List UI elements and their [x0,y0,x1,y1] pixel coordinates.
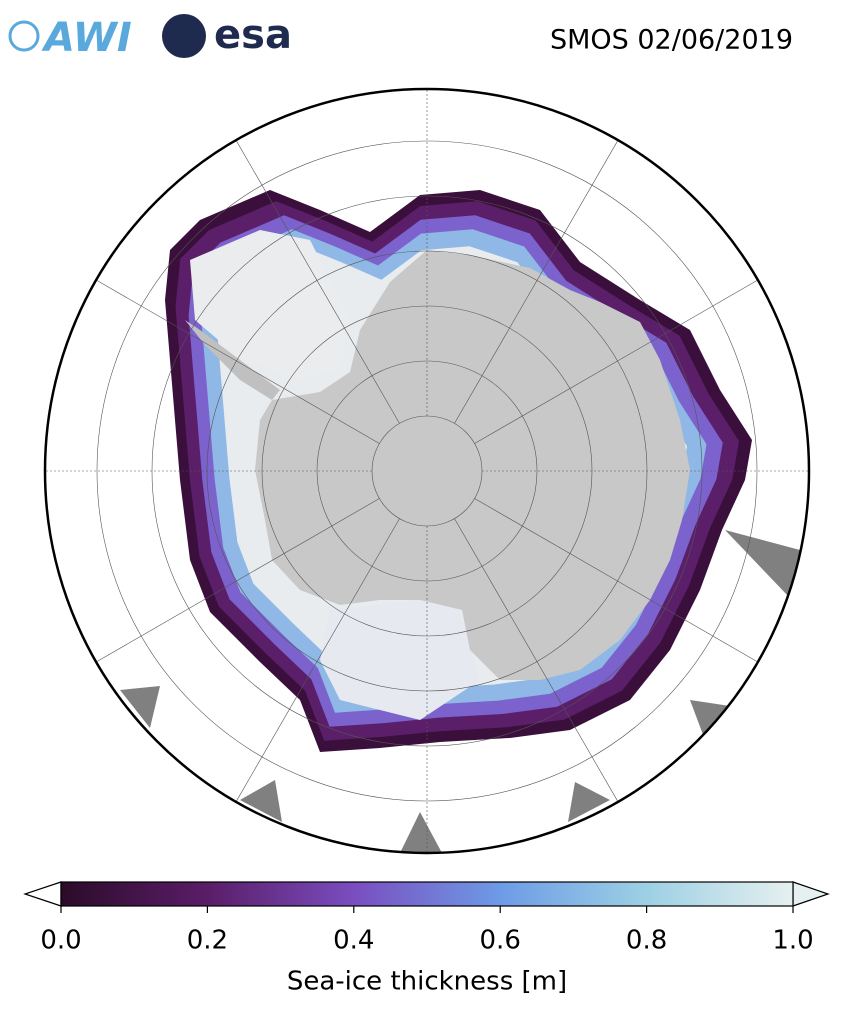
esa-logo: esa [214,12,292,58]
antarctica [255,250,690,680]
colorbar-label: Sea-ice thickness [m] [287,967,567,997]
colorbar-extend-high [792,881,830,907]
longitude-line [96,279,380,444]
land [568,782,610,822]
esa-mark [162,14,206,58]
latitude-line [96,140,758,802]
longitude-line [454,140,619,424]
colorbar-tick-label: 0.4 [333,926,374,956]
title: SMOS 02/06/2019 [550,25,793,56]
weddell-ice [190,230,350,380]
colorbar-tick-label: 0.8 [626,926,667,956]
longitude-line [96,498,380,663]
awi-globe [8,20,40,52]
peninsula [185,320,280,400]
map-border [43,87,811,855]
colorbar-tick-label: 0.6 [480,926,521,956]
awi-logo: AWI [41,15,132,61]
ross-ice [320,600,480,720]
colorbar-tick-label: 0.2 [187,926,228,956]
land [690,700,730,740]
land [725,530,800,598]
colorbar-extend-low [23,881,62,907]
latitude-line [316,360,538,582]
colorbar-tick-label: 1.0 [772,926,813,956]
longitude-line [474,498,758,663]
land [120,686,160,728]
colorbar-tick-label: 0.0 [40,926,81,956]
colorbar: Sea-ice thickness [m] 0.0 0.2 0.4 0.6 0.8 1.0 [23,881,830,997]
land [400,812,442,853]
land [240,780,282,822]
longitude-line [454,518,619,802]
longitude-line [235,140,400,424]
colorbar-ramp [60,881,794,907]
logos: AWI esa [8,12,292,61]
map [45,89,809,853]
longitude-line [474,279,758,444]
longitude-line [235,518,400,802]
